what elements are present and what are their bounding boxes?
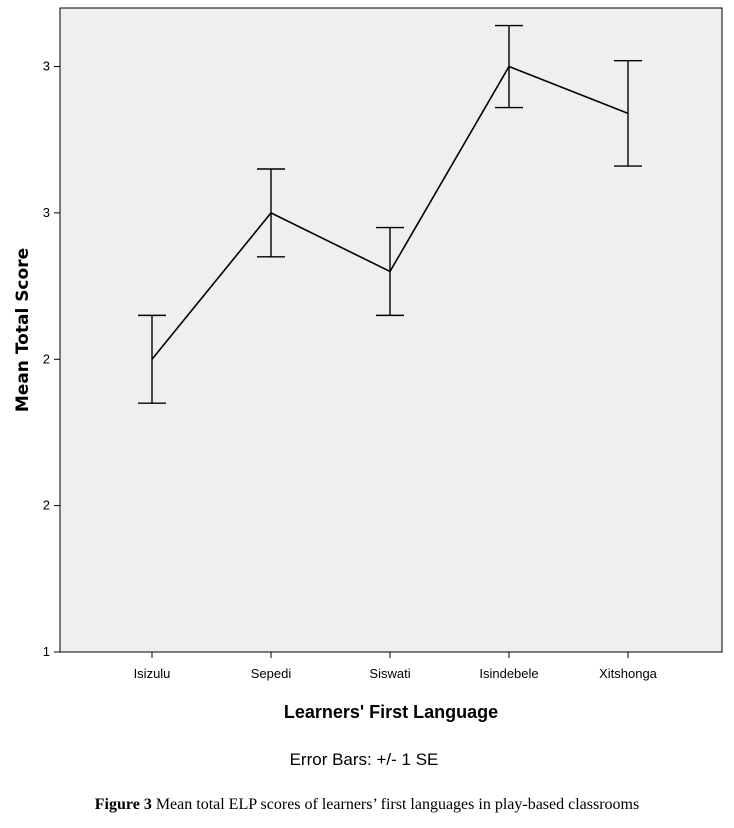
y-tick-label: 2 [43,498,50,513]
figure-caption: Figure 3 Mean total ELP scores of learne… [0,796,734,814]
x-axis-ticks: Isizulu Sepedi Siswati Isindebele Xitshonga [134,652,658,681]
y-axis-title: Mean Total Score [13,248,33,412]
error-bar-isindebele [495,24,523,109]
error-bar-isizulu [138,314,166,404]
plot-area [59,7,723,653]
y-axis-ticks: 1 2 2 3 3 [43,59,60,659]
y-tick-label: 1 [43,644,50,659]
x-tick-label-isindebele: Isindebele [479,666,538,681]
y-tick-label: 2 [43,351,50,366]
x-tick-label-siswati: Siswati [369,666,410,681]
x-tick-label-sepedi: Sepedi [251,666,292,681]
error-bars [138,24,642,404]
error-bars-note: Error Bars: +/- 1 SE [290,750,439,769]
y-tick-label: 3 [43,205,50,220]
x-axis-title: Learners' First Language [284,702,498,722]
x-tick-label-xitshonga: Xitshonga [599,666,658,681]
x-tick-label-isizulu: Isizulu [134,666,171,681]
figure-caption-label: Figure 3 [94,796,152,813]
figure-caption-text: Mean total ELP scores of learners’ first… [151,796,640,813]
y-tick-label: 3 [43,59,50,74]
error-bar-xitshonga [614,59,642,167]
error-bar-siswati [376,226,404,317]
error-bar-sepedi [257,168,285,258]
